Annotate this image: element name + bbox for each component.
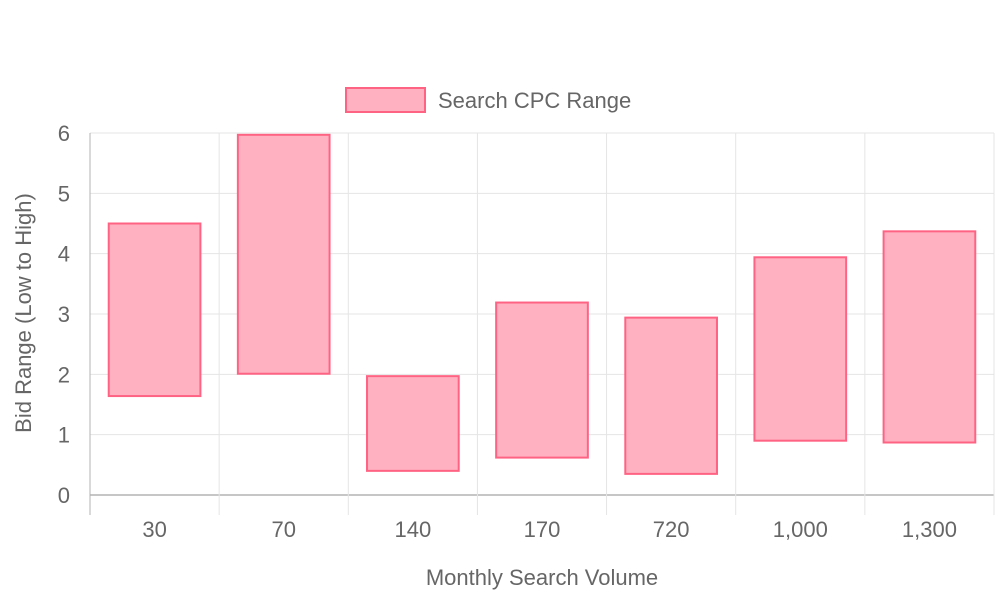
y-tick-label: 6 xyxy=(58,121,70,146)
legend[interactable]: Search CPC Range xyxy=(345,87,631,113)
y-tick-label: 2 xyxy=(58,362,70,387)
y-axis-ticks: 0 1 2 3 4 5 6 xyxy=(58,121,70,508)
x-tick-label: 140 xyxy=(394,517,431,542)
range-bar[interactable] xyxy=(107,222,202,398)
range-bar[interactable] xyxy=(753,256,848,442)
x-tick-label: 720 xyxy=(653,517,690,542)
y-tick-label: 0 xyxy=(58,483,70,508)
range-bar[interactable] xyxy=(236,133,331,375)
legend-label: Search CPC Range xyxy=(438,88,631,113)
x-tick-label: 30 xyxy=(142,517,166,542)
range-bar[interactable] xyxy=(624,316,718,475)
legend-swatch xyxy=(345,87,426,113)
x-tick-label: 1,300 xyxy=(902,517,957,542)
y-axis-label: Bid Range (Low to High) xyxy=(11,193,36,433)
range-bar[interactable] xyxy=(366,375,460,472)
range-bar[interactable] xyxy=(495,301,589,459)
range-bar[interactable] xyxy=(882,230,977,444)
x-tick-label: 170 xyxy=(524,517,561,542)
y-tick-label: 3 xyxy=(58,302,70,327)
x-tick-label: 70 xyxy=(271,517,295,542)
x-axis-label: Monthly Search Volume xyxy=(426,565,658,590)
x-axis-ticks: 30 70 140 170 720 1,000 1,300 xyxy=(142,517,957,542)
y-tick-label: 1 xyxy=(58,423,70,448)
bars xyxy=(107,133,977,475)
y-tick-label: 4 xyxy=(58,242,70,267)
x-tick-label: 1,000 xyxy=(773,517,828,542)
y-tick-label: 5 xyxy=(58,181,70,206)
